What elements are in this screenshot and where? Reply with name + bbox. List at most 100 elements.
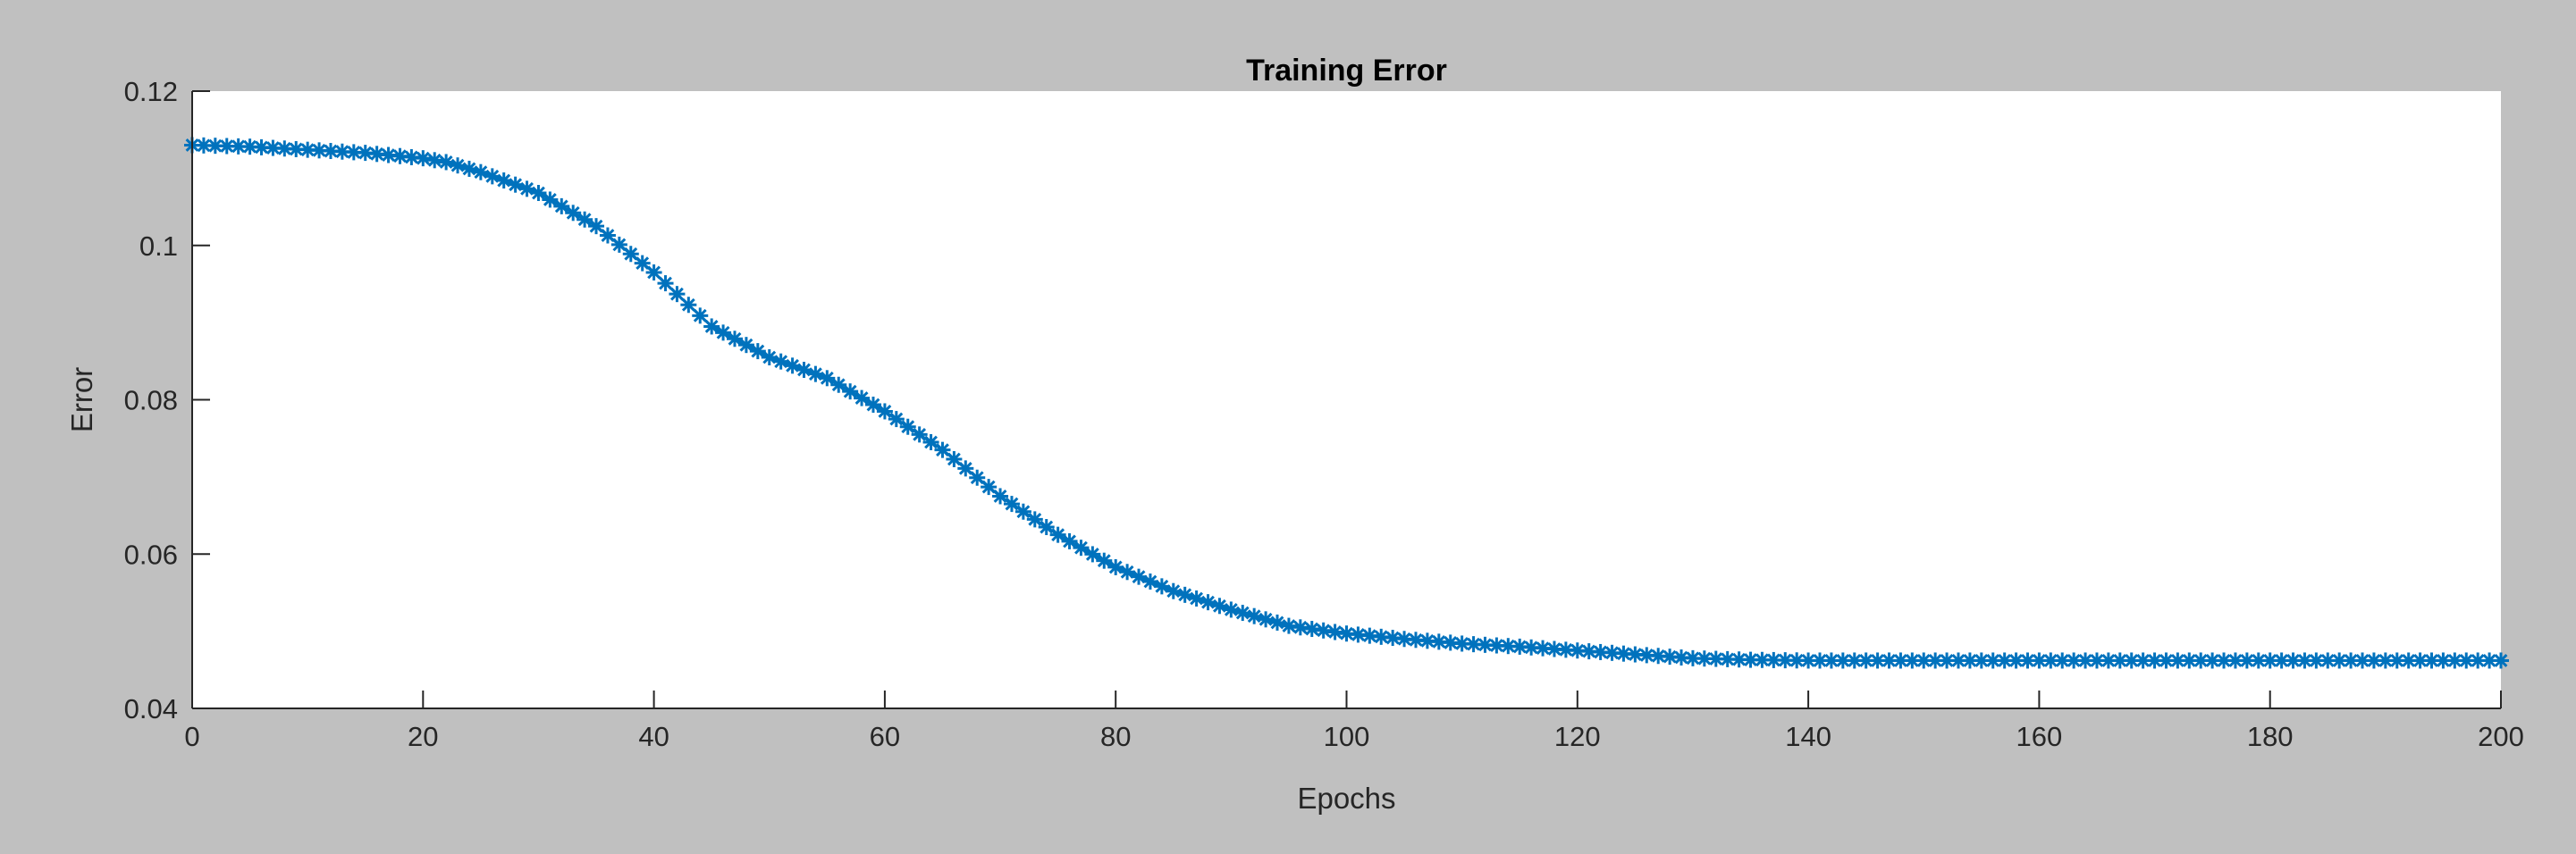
data-point-marker xyxy=(1223,601,1240,618)
y-tick-label: 0.1 xyxy=(139,230,178,262)
data-point-marker xyxy=(854,389,871,406)
x-tick-label: 120 xyxy=(1554,721,1601,752)
x-tick-label: 160 xyxy=(2016,721,2063,752)
data-point-marker xyxy=(1927,652,1944,669)
x-axis-label: Epochs xyxy=(1297,782,1395,815)
data-point-marker xyxy=(2158,652,2175,669)
data-point-marker xyxy=(737,337,754,354)
data-point-marker xyxy=(1188,590,1205,607)
data-point-marker xyxy=(876,403,893,420)
data-point-marker xyxy=(276,140,293,157)
x-tick-label: 100 xyxy=(1324,721,1370,752)
data-point-marker xyxy=(565,205,582,222)
data-point-marker xyxy=(888,411,905,428)
data-point-marker xyxy=(2354,652,2371,669)
data-point-marker xyxy=(1984,652,2001,669)
data-point-marker xyxy=(1326,624,1343,640)
data-point-marker xyxy=(1246,607,1263,624)
data-point-marker xyxy=(1176,586,1193,603)
data-point-marker xyxy=(1523,639,1540,656)
data-point-marker xyxy=(922,434,939,451)
data-point-marker xyxy=(1200,594,1216,611)
data-point-marker xyxy=(1754,651,1771,668)
data-point-marker xyxy=(1211,598,1228,615)
data-point-marker xyxy=(2331,652,2348,669)
data-point-marker xyxy=(1014,503,1031,520)
series-layer xyxy=(184,137,2509,669)
data-point-marker xyxy=(622,246,639,263)
data-point-marker xyxy=(703,318,720,335)
data-point-marker xyxy=(460,160,477,177)
data-point-marker xyxy=(830,376,847,393)
data-point-marker xyxy=(749,343,766,360)
data-point-marker xyxy=(450,157,467,174)
y-tick-label: 0.06 xyxy=(124,539,178,570)
data-point-marker xyxy=(634,255,651,272)
data-point-marker xyxy=(957,460,974,477)
data-point-marker xyxy=(864,397,881,414)
data-point-marker xyxy=(1061,532,1078,549)
data-point-marker xyxy=(1303,621,1320,638)
data-point-marker xyxy=(2435,652,2452,669)
data-point-marker xyxy=(1234,605,1251,622)
data-point-marker xyxy=(2400,652,2417,669)
data-point-marker xyxy=(1292,619,1309,636)
y-tick-label: 0.12 xyxy=(124,76,178,107)
y-axis-label: Error xyxy=(65,367,98,432)
data-point-marker xyxy=(2031,652,2048,669)
data-point-marker xyxy=(1777,652,1794,669)
data-point-marker xyxy=(1488,637,1505,654)
x-tick-label: 80 xyxy=(1100,721,1131,752)
data-point-marker xyxy=(1615,645,1632,662)
data-point-marker xyxy=(2238,652,2255,669)
data-point-marker xyxy=(1119,564,1136,581)
data-point-marker xyxy=(1165,582,1182,599)
chart-title: Training Error xyxy=(1246,54,1447,88)
data-point-marker xyxy=(1315,622,1332,639)
data-point-marker xyxy=(969,469,986,486)
data-point-marker xyxy=(1003,496,1020,513)
y-tick-label: 0.04 xyxy=(124,693,178,724)
data-point-marker xyxy=(899,418,916,435)
x-tick-label: 40 xyxy=(638,721,669,752)
x-tick-label: 140 xyxy=(1785,721,1831,752)
data-point-marker xyxy=(577,211,593,228)
data-point-marker xyxy=(230,138,247,155)
data-point-marker xyxy=(438,154,455,171)
x-tick-label: 20 xyxy=(408,721,438,752)
data-point-marker xyxy=(542,191,559,208)
data-point-marker xyxy=(2493,652,2509,669)
data-point-marker xyxy=(2296,652,2313,669)
x-tick-label: 60 xyxy=(870,721,900,752)
data-point-marker xyxy=(495,172,512,189)
data-point-marker xyxy=(669,286,686,303)
data-point-marker xyxy=(1084,546,1101,563)
data-point-marker xyxy=(842,383,859,400)
data-point-marker xyxy=(1073,540,1090,557)
data-point-marker xyxy=(2054,652,2071,669)
plot-area xyxy=(192,91,2501,708)
data-point-marker xyxy=(1269,614,1286,631)
data-point-marker xyxy=(807,365,824,382)
data-point-marker xyxy=(692,307,709,324)
data-point-marker xyxy=(1258,611,1275,628)
data-point-marker xyxy=(2250,652,2267,669)
data-point-marker xyxy=(981,479,998,496)
y-tick-label: 0.08 xyxy=(124,385,178,416)
data-point-marker xyxy=(530,185,547,202)
x-tick-label: 0 xyxy=(184,721,199,752)
data-point-marker xyxy=(992,488,1009,505)
data-point-marker xyxy=(946,451,963,468)
data-point-marker xyxy=(415,150,432,167)
data-point-marker xyxy=(553,197,570,214)
data-point-marker xyxy=(934,441,951,458)
data-point-marker xyxy=(2019,652,2036,669)
data-point-marker xyxy=(1915,652,1932,669)
data-point-marker xyxy=(645,264,662,280)
data-point-marker xyxy=(1096,552,1113,569)
data-point-marker xyxy=(588,218,605,235)
data-point-marker xyxy=(1465,636,1482,653)
data-point-marker xyxy=(2100,652,2117,669)
